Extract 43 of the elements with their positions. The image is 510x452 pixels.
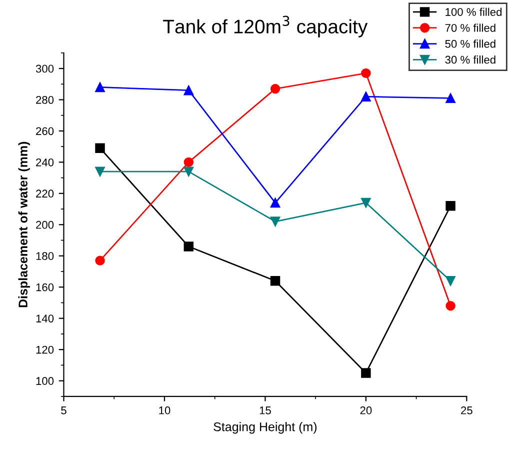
x-tick-label: 10	[159, 406, 170, 414]
x-axis-title: Staging Height (m)	[214, 422, 317, 434]
point	[184, 166, 194, 176]
point	[446, 300, 456, 311]
point	[184, 157, 194, 168]
point	[95, 82, 105, 92]
point	[361, 368, 371, 378]
point	[270, 216, 280, 226]
point	[184, 242, 194, 252]
legend-label: 30 % filled	[445, 56, 496, 64]
y-tick-label: 220	[36, 190, 54, 198]
x-tick-label: 20	[360, 406, 372, 414]
chart-title: Tank of 120m$^{3}$ capacity	[163, 16, 368, 38]
y-tick-label: 120	[36, 346, 54, 354]
x-tick-label: 15	[260, 406, 271, 414]
y-axis-title: Displacement of water (mm)	[18, 142, 30, 308]
point	[446, 276, 456, 286]
x-tick-label: 5	[61, 406, 66, 414]
point	[270, 276, 280, 286]
y-tick-label: 280	[36, 96, 54, 104]
y-tick-label: 240	[36, 158, 54, 166]
y-tick-label: 200	[36, 220, 54, 229]
y-tick-label: 140	[36, 314, 54, 322]
point	[361, 198, 371, 208]
y-tick-label: 160	[36, 283, 54, 292]
legend-label: 100 % filled	[446, 8, 502, 16]
y-tick-label: 100	[36, 377, 54, 385]
point	[270, 84, 280, 94]
point	[446, 93, 456, 104]
point	[446, 201, 456, 211]
point	[95, 166, 105, 176]
legend-label: 50 % filled	[445, 40, 496, 48]
y-tick-label: 180	[36, 252, 54, 260]
x-tick-label: 25	[461, 406, 472, 414]
point	[361, 92, 371, 102]
point	[95, 256, 105, 266]
point	[95, 143, 105, 153]
point	[184, 85, 194, 96]
point	[361, 68, 371, 78]
legend-label: 70 % filled	[445, 24, 496, 32]
y-tick-label: 260	[36, 127, 54, 136]
point	[270, 198, 280, 208]
y-tick-label: 300	[36, 64, 54, 73]
